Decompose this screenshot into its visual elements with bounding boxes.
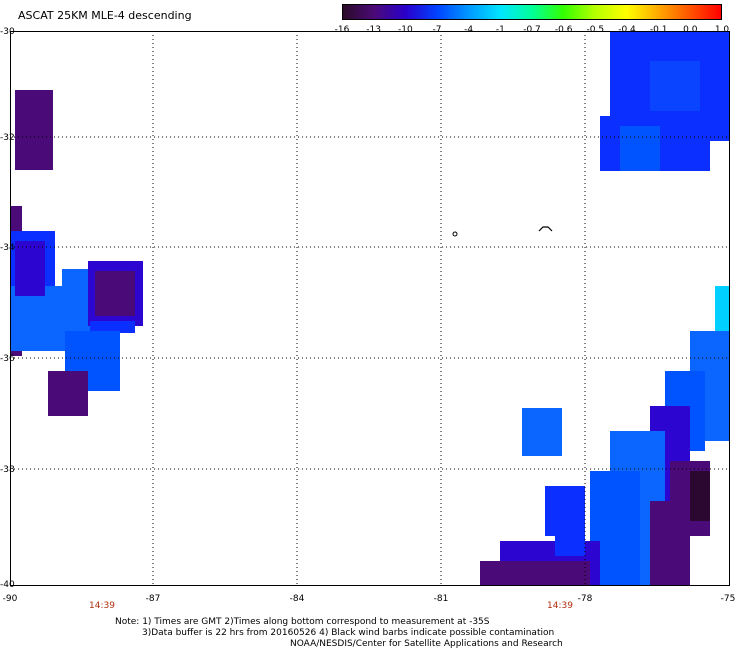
colorbar-tick-label: -0.6 [554,25,573,35]
island-outline [452,231,458,237]
left-cluster [10,206,143,416]
lon-label: -81 [433,594,449,604]
note-line-2: 3)Data buffer is 22 hrs from 20160526 4)… [142,628,555,638]
map-panel [10,31,730,586]
colorbar-tick-label: 0.0 [683,25,698,35]
lon-label: -84 [289,594,305,604]
lon-label: -75 [720,594,736,604]
data-cell [90,321,135,333]
colorbar-labels: -16 -13 -10 -7 -4 -1 -0.7 -0.6 -0.5 -0.4 -0.1 0.0 1.… [335,25,730,37]
colorbar-tick-label: -10 [397,25,413,35]
lat-label: -30 [0,27,15,37]
time-label: 14:39 [547,601,573,611]
graticule [10,31,730,586]
colorbar-tick-label: -1 [495,25,505,35]
top-right-cluster [600,31,730,171]
map-title: ASCAT 25KM MLE-4 descending [18,9,192,22]
data-cell [15,90,53,170]
time-label: 14:39 [89,601,115,611]
lon-label: -78 [577,594,593,604]
data-cell [555,526,585,556]
data-cell [15,241,45,296]
data-cell [62,269,90,314]
note-line-1: Note: 1) Times are GMT 2)Times along bot… [115,617,490,627]
colorbar-tick-label: -4 [464,25,474,35]
data-cell [480,561,590,586]
colorbar-tick-label: -7 [432,25,442,35]
lat-label: -32 [0,133,15,143]
lon-label: -90 [2,594,18,604]
colorbar [342,4,722,20]
bottom-right-cluster [480,286,730,586]
colorbar-tick-label: 1.0 [714,25,730,35]
data-cell [715,286,730,331]
map-frame [10,31,730,586]
lat-label: -40 [0,580,15,590]
colorbar-tick-label: -0.5 [586,25,605,35]
colorbar-tick-label: -0.7 [523,25,541,35]
colorbar-tick-label: -16 [334,25,350,35]
data-cell [95,271,135,316]
note-line-3: NOAA/NESDIS/Center for Satellite Applica… [290,639,563,649]
colorbar-tick-label: -0.1 [649,25,668,35]
lat-label: -36 [0,354,15,364]
data-cell [650,61,700,111]
data-cell [690,471,710,521]
data-cell [522,408,562,456]
colorbar-tick-label: -13 [366,25,382,35]
lat-label: -34 [0,243,15,253]
data-cell [48,371,88,416]
lat-label: -38 [0,465,15,475]
data-cell [620,126,660,171]
colorbar-tick-label: -0.4 [618,25,636,35]
lon-label: -87 [145,594,161,604]
island-outline [538,226,553,232]
